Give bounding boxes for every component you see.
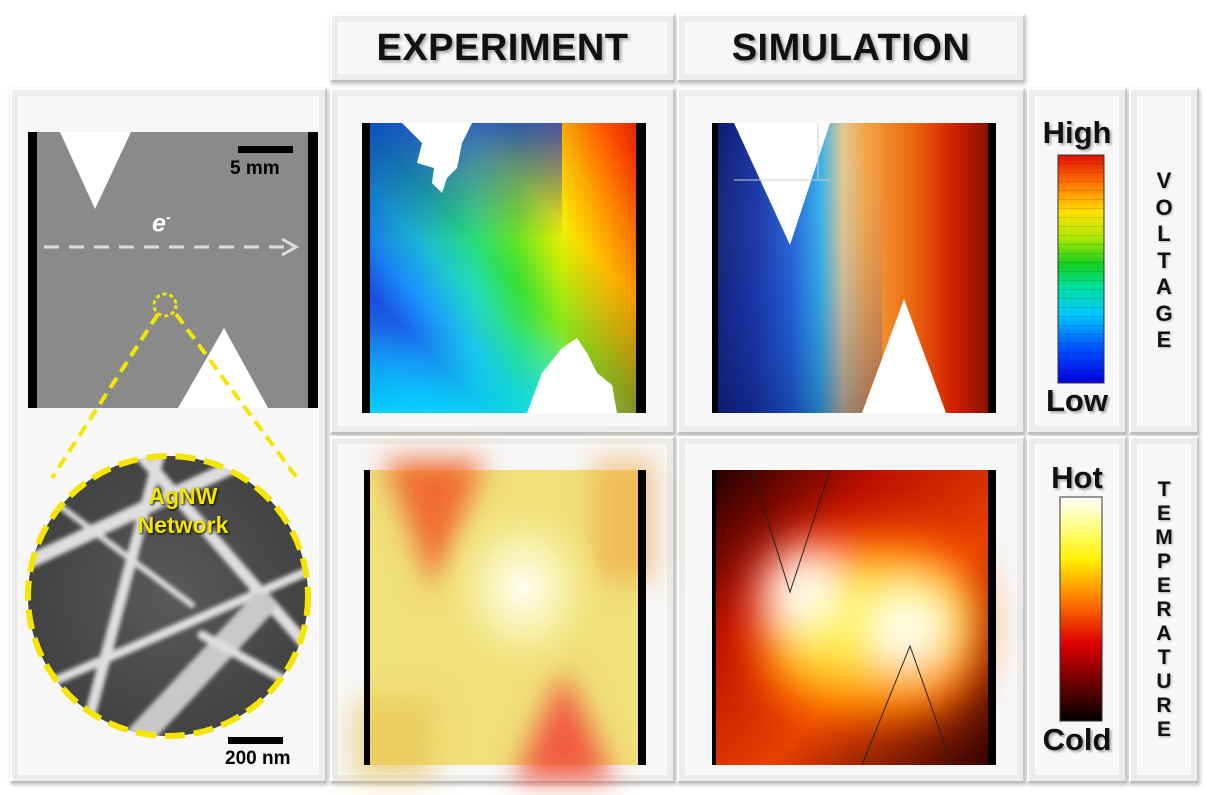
electron-label: e-: [152, 209, 171, 238]
top-notch: [60, 132, 131, 209]
scale-label-top: 5 mm: [230, 158, 280, 179]
experiment-header: EXPERIMENT: [330, 14, 675, 82]
temperature-side-label: T E M P E R A T U R E: [1129, 436, 1199, 783]
temperature-letter: T: [1157, 477, 1171, 501]
simulation-header-text: SIMULATION: [731, 26, 971, 69]
temperature-colorbar: [1059, 496, 1103, 722]
voltage-letter: L: [1157, 221, 1171, 247]
temperature-letter: E: [1156, 501, 1171, 525]
temperature-letter: R: [1156, 597, 1172, 621]
experiment-header-text: EXPERIMENT: [376, 26, 629, 69]
inset-border: [25, 453, 311, 739]
voltage-letter: T: [1157, 247, 1171, 273]
temperature-experiment-map: [354, 460, 654, 780]
voltage-letter: E: [1156, 327, 1172, 353]
temperature-letter: E: [1156, 573, 1171, 597]
temperature-letter: E: [1156, 717, 1171, 741]
scale-label-bottom: 200 nm: [225, 748, 291, 769]
voltage-simulation-map: [712, 123, 996, 413]
voltage-experiment-map: [362, 123, 646, 413]
agnw-label: AgNW Network: [118, 482, 248, 540]
voltage-side-label: V O L T A G E: [1129, 88, 1199, 434]
scale-bar-top: [238, 146, 293, 153]
temperature-letter: U: [1156, 669, 1172, 693]
voltage-letter: O: [1155, 194, 1173, 220]
voltage-high-label: High: [1042, 115, 1112, 150]
voltage-letter: V: [1156, 168, 1172, 194]
temperature-cold-label: Cold: [1042, 722, 1112, 757]
electron-arrow-icon: [281, 237, 300, 257]
sample-diagram: [28, 132, 318, 408]
left-electrode: [28, 132, 37, 408]
temperature-letter: M: [1155, 525, 1173, 549]
agnw-label-line2: Network: [137, 512, 229, 538]
temperature-simulation-map: [712, 469, 996, 766]
sample-film: [28, 132, 318, 408]
right-electrode: [308, 132, 318, 408]
temperature-hot-label: Hot: [1051, 460, 1103, 495]
temperature-letter: A: [1156, 621, 1172, 645]
electron-charge: -: [165, 209, 171, 225]
temperature-letter: P: [1156, 549, 1171, 573]
voltage-colorbar: [1057, 154, 1105, 384]
agnw-label-line1: AgNW: [148, 483, 218, 509]
scale-bar-bottom: [228, 737, 283, 744]
voltage-letter: A: [1156, 274, 1172, 300]
temperature-letter: T: [1157, 645, 1171, 669]
bottom-notch: [178, 328, 268, 408]
electron-symbol: e: [152, 209, 166, 238]
temperature-letter: R: [1156, 693, 1172, 717]
simulation-header: SIMULATION: [677, 14, 1025, 82]
zoom-line-right: [174, 312, 299, 480]
zoom-circle: [152, 292, 178, 318]
zoom-line-left: [50, 312, 160, 480]
agnw-inset: [25, 453, 311, 744]
voltage-letter: G: [1155, 300, 1173, 326]
voltage-low-label: Low: [1046, 383, 1108, 418]
